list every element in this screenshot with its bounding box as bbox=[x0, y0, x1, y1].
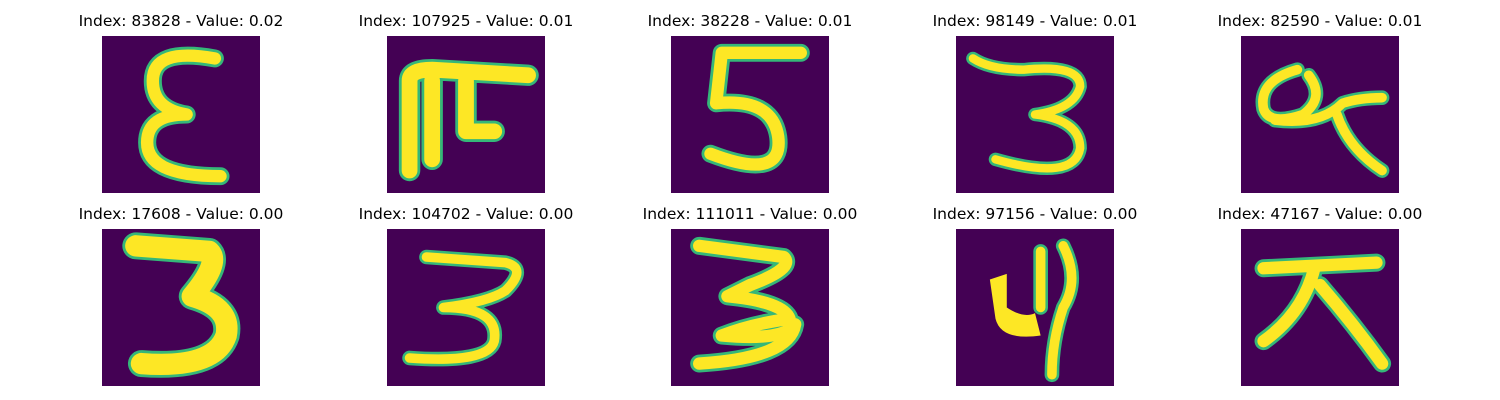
panel-title: Index: 38228 - Value: 0.01 bbox=[608, 11, 892, 31]
panel-title: Index: 17608 - Value: 0.00 bbox=[39, 204, 323, 224]
digit-image bbox=[1241, 36, 1399, 193]
digit-image bbox=[671, 229, 829, 386]
digit-image bbox=[387, 36, 545, 193]
panel-title: Index: 107925 - Value: 0.01 bbox=[324, 11, 608, 31]
digit-image bbox=[387, 229, 545, 386]
digit-image bbox=[102, 229, 260, 386]
panel-title: Index: 97156 - Value: 0.00 bbox=[893, 204, 1177, 224]
panel-title: Index: 83828 - Value: 0.02 bbox=[39, 11, 323, 31]
panel-title: Index: 111011 - Value: 0.00 bbox=[608, 204, 892, 224]
digit-image bbox=[671, 36, 829, 193]
digit-image bbox=[102, 36, 260, 193]
panel-title: Index: 104702 - Value: 0.00 bbox=[324, 204, 608, 224]
digit-image bbox=[956, 36, 1114, 193]
panel-title: Index: 47167 - Value: 0.00 bbox=[1178, 204, 1462, 224]
digit-image bbox=[956, 229, 1114, 386]
digit-image bbox=[1241, 229, 1399, 386]
panel-title: Index: 82590 - Value: 0.01 bbox=[1178, 11, 1462, 31]
panel-title: Index: 98149 - Value: 0.01 bbox=[893, 11, 1177, 31]
